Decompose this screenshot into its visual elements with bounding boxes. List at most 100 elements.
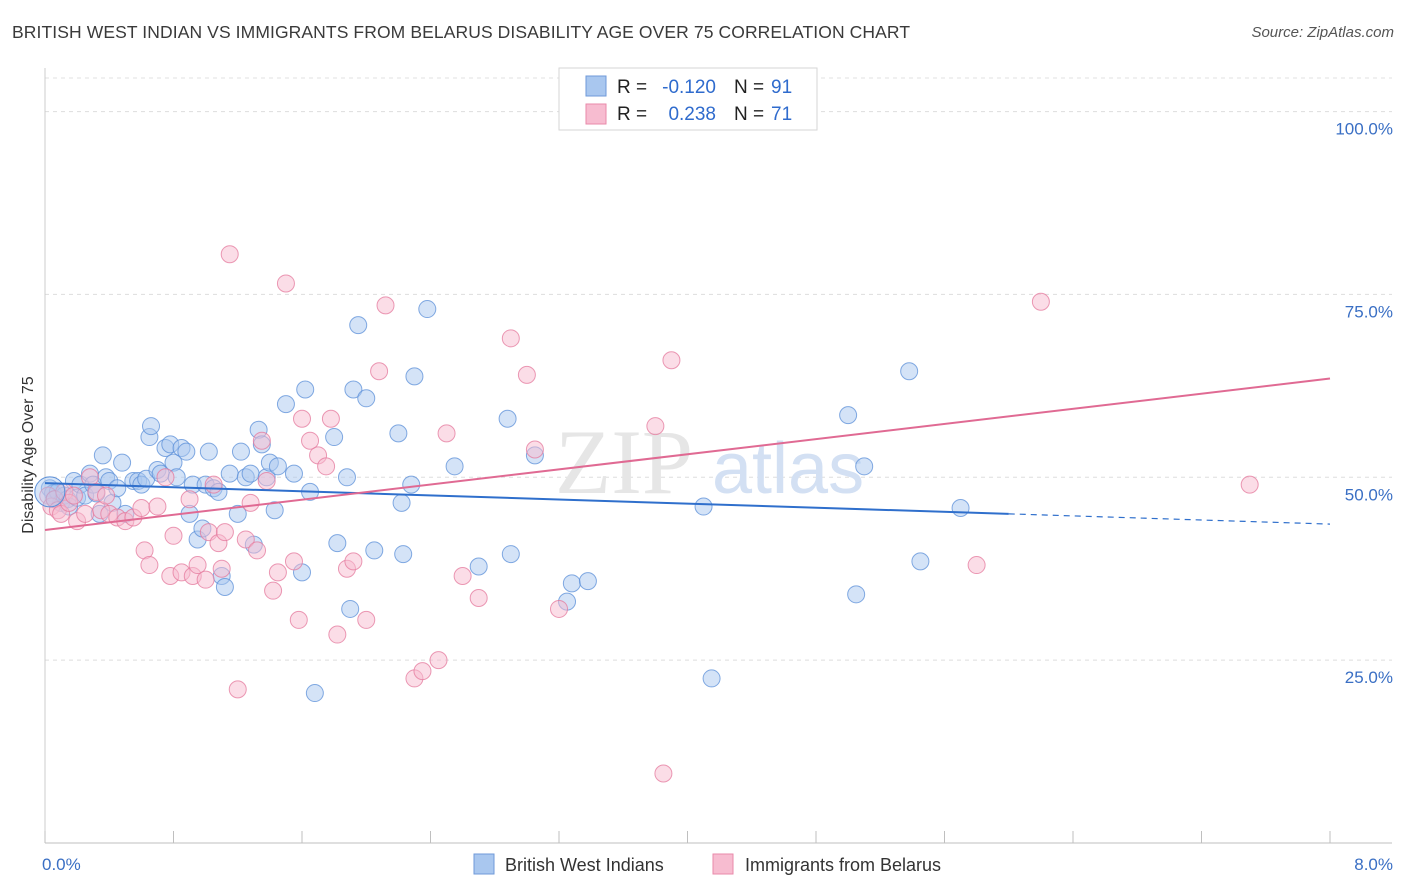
legend-n-label-1: N = xyxy=(734,77,764,98)
point-immigrants-from-belarus xyxy=(212,559,231,578)
point-immigrants-from-belarus xyxy=(429,651,448,670)
point-immigrants-from-belarus xyxy=(132,499,151,518)
series-legend: British West Indians Immigrants from Bel… xyxy=(473,853,941,875)
point-immigrants-from-belarus xyxy=(228,680,247,699)
series-swatch-british-west-indians xyxy=(473,853,495,875)
point-immigrants-from-belarus xyxy=(196,570,215,589)
point-british-west-indians xyxy=(405,367,424,386)
point-british-west-indians xyxy=(418,300,437,319)
x-tick-labels: 0.0% 8.0% xyxy=(42,855,1393,874)
point-immigrants-from-belarus xyxy=(248,541,267,560)
point-immigrants-from-belarus xyxy=(301,431,320,450)
y-tick-label: 50.0% xyxy=(1345,485,1393,504)
point-british-west-indians xyxy=(349,316,368,335)
point-british-west-indians xyxy=(365,541,384,560)
point-immigrants-from-belarus xyxy=(140,556,159,575)
point-british-west-indians xyxy=(951,499,970,518)
point-british-west-indians xyxy=(344,380,363,399)
point-immigrants-from-belarus xyxy=(180,490,199,509)
correlation-legend: R = -0.120 N = 91 R = 0.238 N = 71 xyxy=(558,67,818,131)
point-british-west-indians xyxy=(325,428,344,447)
point-british-west-indians xyxy=(268,457,287,476)
y-tick-label: 25.0% xyxy=(1345,668,1393,687)
point-british-west-indians xyxy=(694,497,713,516)
series-swatch-immigrants-from-belarus xyxy=(712,853,734,875)
legend-n-value-1: 91 xyxy=(771,77,792,98)
point-british-west-indians xyxy=(215,578,234,596)
legend-r-value-1: -0.120 xyxy=(662,77,716,98)
point-immigrants-from-belarus xyxy=(317,457,336,476)
legend-n-label-2: N = xyxy=(734,104,764,125)
point-british-west-indians xyxy=(296,380,315,399)
point-british-west-indians xyxy=(394,545,413,564)
point-immigrants-from-belarus xyxy=(156,468,175,487)
point-british-west-indians xyxy=(847,585,866,604)
point-british-west-indians xyxy=(900,362,919,381)
point-immigrants-from-belarus xyxy=(241,493,260,512)
trend-lines xyxy=(44,377,1331,531)
legend-n-value-2: 71 xyxy=(771,104,792,125)
point-immigrants-from-belarus xyxy=(517,365,536,384)
point-immigrants-from-belarus xyxy=(148,497,167,516)
point-immigrants-from-belarus xyxy=(321,409,340,428)
point-british-west-indians xyxy=(220,464,239,483)
y-tick-label: 100.0% xyxy=(1335,120,1393,139)
point-immigrants-from-belarus xyxy=(276,274,295,293)
x-tick-label: 0.0% xyxy=(42,855,81,874)
point-british-west-indians-cluster xyxy=(34,476,66,508)
point-immigrants-from-belarus xyxy=(252,431,271,450)
point-immigrants-from-belarus xyxy=(215,523,234,542)
point-british-west-indians xyxy=(305,684,324,703)
point-british-west-indians xyxy=(265,501,284,520)
point-immigrants-from-belarus xyxy=(257,471,276,490)
point-immigrants-from-belarus xyxy=(967,556,986,575)
point-british-west-indians xyxy=(241,464,260,483)
chart-title: BRITISH WEST INDIAN VS IMMIGRANTS FROM B… xyxy=(12,22,911,42)
point-immigrants-from-belarus xyxy=(289,610,308,629)
point-british-west-indians xyxy=(284,464,303,483)
point-immigrants-from-belarus xyxy=(357,610,376,629)
point-immigrants-from-belarus xyxy=(370,362,389,381)
point-british-west-indians xyxy=(839,406,858,425)
point-immigrants-from-belarus xyxy=(76,504,95,523)
point-british-west-indians xyxy=(276,395,295,414)
x-tick-label: 8.0% xyxy=(1354,855,1393,874)
point-immigrants-from-belarus xyxy=(1240,475,1259,494)
point-immigrants-from-belarus xyxy=(437,424,456,443)
legend-swatch-pink xyxy=(585,103,607,125)
point-immigrants-from-belarus xyxy=(64,486,83,505)
legend-r-label-1: R = xyxy=(617,77,647,98)
point-immigrants-from-belarus xyxy=(646,417,665,436)
point-british-west-indians xyxy=(341,599,360,618)
point-british-west-indians xyxy=(177,442,196,461)
point-british-west-indians xyxy=(445,457,464,476)
point-british-west-indians xyxy=(562,574,581,593)
point-immigrants-from-belarus xyxy=(204,475,223,494)
y-axis-label: Disability Age Over 75 xyxy=(20,376,37,534)
legend-r-label-2: R = xyxy=(617,104,647,125)
point-immigrants-from-belarus xyxy=(1031,292,1050,311)
point-immigrants-from-belarus xyxy=(525,440,544,459)
point-british-west-indians xyxy=(142,417,161,436)
point-immigrants-from-belarus xyxy=(220,245,239,264)
series-label-british-west-indians: British West Indians xyxy=(505,855,664,875)
point-immigrants-from-belarus xyxy=(293,409,311,428)
point-british-west-indians xyxy=(389,424,408,443)
point-immigrants-from-belarus xyxy=(264,581,283,600)
point-immigrants-from-belarus xyxy=(188,556,207,575)
point-british-west-indians xyxy=(498,409,517,428)
point-british-west-indians xyxy=(501,545,520,564)
legend-r-value-2: 0.238 xyxy=(668,104,716,125)
point-british-west-indians xyxy=(93,446,112,465)
point-british-west-indians xyxy=(231,442,250,461)
point-immigrants-from-belarus xyxy=(413,662,432,681)
point-british-west-indians xyxy=(392,493,411,512)
point-british-west-indians xyxy=(702,669,721,688)
point-immigrants-from-belarus xyxy=(284,552,303,571)
point-immigrants-from-belarus xyxy=(328,625,347,644)
point-immigrants-from-belarus xyxy=(236,530,255,549)
axes xyxy=(44,68,1392,844)
point-british-west-indians xyxy=(402,475,421,494)
point-british-west-indians xyxy=(855,457,874,476)
